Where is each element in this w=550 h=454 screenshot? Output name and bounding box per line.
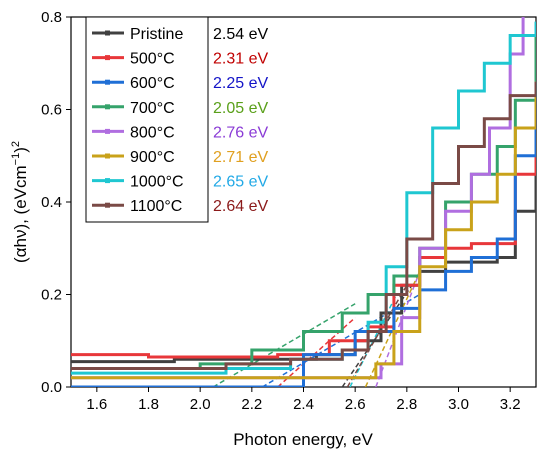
legend-label: Pristine bbox=[130, 26, 183, 43]
legend-label: 1000°C bbox=[130, 174, 184, 191]
y-tick-label: 0.0 bbox=[41, 379, 62, 396]
series-700c bbox=[71, 26, 536, 370]
bandgap-label: 2.64 eV bbox=[213, 198, 268, 215]
legend-marker bbox=[105, 55, 110, 61]
x-tick-label: 1.6 bbox=[86, 396, 107, 413]
legend-label: 900°C bbox=[130, 149, 175, 166]
legend-marker bbox=[105, 79, 110, 85]
legend-marker bbox=[105, 128, 110, 134]
bandgap-label: 2.25 eV bbox=[213, 75, 268, 92]
series-900c bbox=[71, 81, 536, 380]
tangent-500c bbox=[277, 317, 356, 387]
bandgap-labels: 2.54 eV 2.31 eV 2.25 eV 2.05 eV 2.76 eV 2.71 … bbox=[213, 26, 268, 215]
bandgap-label: 2.54 eV bbox=[213, 26, 268, 43]
x-tick-label: 1.8 bbox=[138, 396, 159, 413]
x-tick-label: 3.2 bbox=[500, 396, 521, 413]
axes: 1.6 1.8 2.0 2.2 2.4 2.6 2.8 3.0 3.2 0.0 0.2 0.4 0.6 0… bbox=[41, 9, 520, 413]
bandgap-label: 2.31 eV bbox=[213, 51, 268, 68]
x-tick-label: 3.0 bbox=[448, 396, 469, 413]
bandgap-label: 2.76 eV bbox=[213, 124, 268, 141]
y-axis-title-main: (αhν), (eVcm bbox=[11, 165, 30, 263]
y-tick-label: 0.6 bbox=[41, 102, 62, 119]
x-tick-label: 2.4 bbox=[293, 396, 314, 413]
y-tick-label: 0.2 bbox=[41, 287, 62, 304]
tangent-900c bbox=[364, 271, 421, 387]
y-tick-label: 0.8 bbox=[41, 9, 62, 26]
y-tick-label: 0.4 bbox=[41, 194, 62, 211]
bandgap-label: 2.65 eV bbox=[213, 174, 268, 191]
tangent-pristine bbox=[341, 284, 413, 387]
legend-label: 1100°C bbox=[130, 198, 182, 215]
y-axis-title-sup1: −1 bbox=[10, 153, 22, 166]
y-axis-title: (αhν), (eVcm−1)2 bbox=[10, 141, 30, 263]
x-tick-label: 2.8 bbox=[396, 396, 417, 413]
legend-label: 600°C bbox=[130, 75, 175, 92]
series-1000c bbox=[71, 21, 536, 375]
legend-label: 700°C bbox=[130, 100, 175, 117]
legend-marker bbox=[105, 178, 110, 184]
legend-marker bbox=[105, 153, 110, 159]
y-axis-title-sup2: 2 bbox=[10, 141, 22, 147]
legend-label: 800°C bbox=[130, 124, 175, 141]
x-tick-label: 2.0 bbox=[190, 396, 211, 413]
legend-label: 500°C bbox=[130, 51, 175, 68]
tangent-1100c bbox=[346, 284, 408, 387]
tangent-700c bbox=[212, 303, 356, 387]
y-axis-title-close: ) bbox=[11, 147, 30, 153]
tangent-800c bbox=[375, 271, 421, 387]
x-tick-label: 2.2 bbox=[241, 396, 262, 413]
series-lines bbox=[71, 17, 536, 387]
legend-marker bbox=[105, 104, 110, 110]
legend-box bbox=[85, 16, 209, 223]
legend: Pristine 500°C 600°C 700°C 800°C 900°C 1000°C 1… bbox=[85, 16, 209, 223]
legend-marker bbox=[105, 30, 110, 36]
bandgap-label: 2.71 eV bbox=[213, 149, 268, 166]
series-1100c bbox=[71, 81, 536, 370]
bandgap-label: 2.05 eV bbox=[213, 100, 268, 117]
legend-marker bbox=[105, 202, 110, 208]
x-axis-title: Photon energy, eV bbox=[233, 430, 373, 449]
x-tick-label: 2.6 bbox=[345, 396, 366, 413]
